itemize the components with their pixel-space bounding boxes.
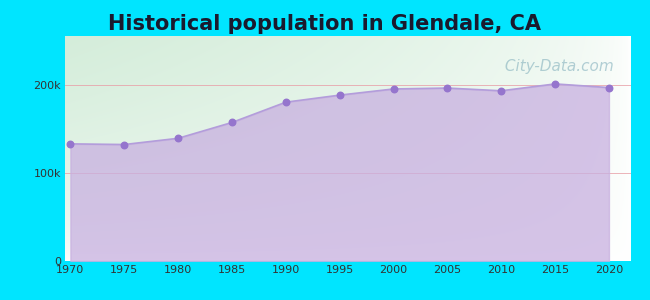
Point — [388, 87, 398, 92]
Point — [496, 88, 506, 93]
Point — [335, 93, 345, 98]
Text: City-Data.com: City-Data.com — [500, 58, 614, 74]
Point — [442, 86, 452, 91]
Point — [281, 100, 291, 105]
Point — [65, 142, 75, 146]
Point — [550, 82, 560, 86]
Point — [173, 136, 183, 141]
Text: Historical population in Glendale, CA: Historical population in Glendale, CA — [109, 14, 541, 34]
Point — [227, 120, 237, 125]
Point — [119, 142, 129, 147]
Point — [604, 85, 614, 90]
